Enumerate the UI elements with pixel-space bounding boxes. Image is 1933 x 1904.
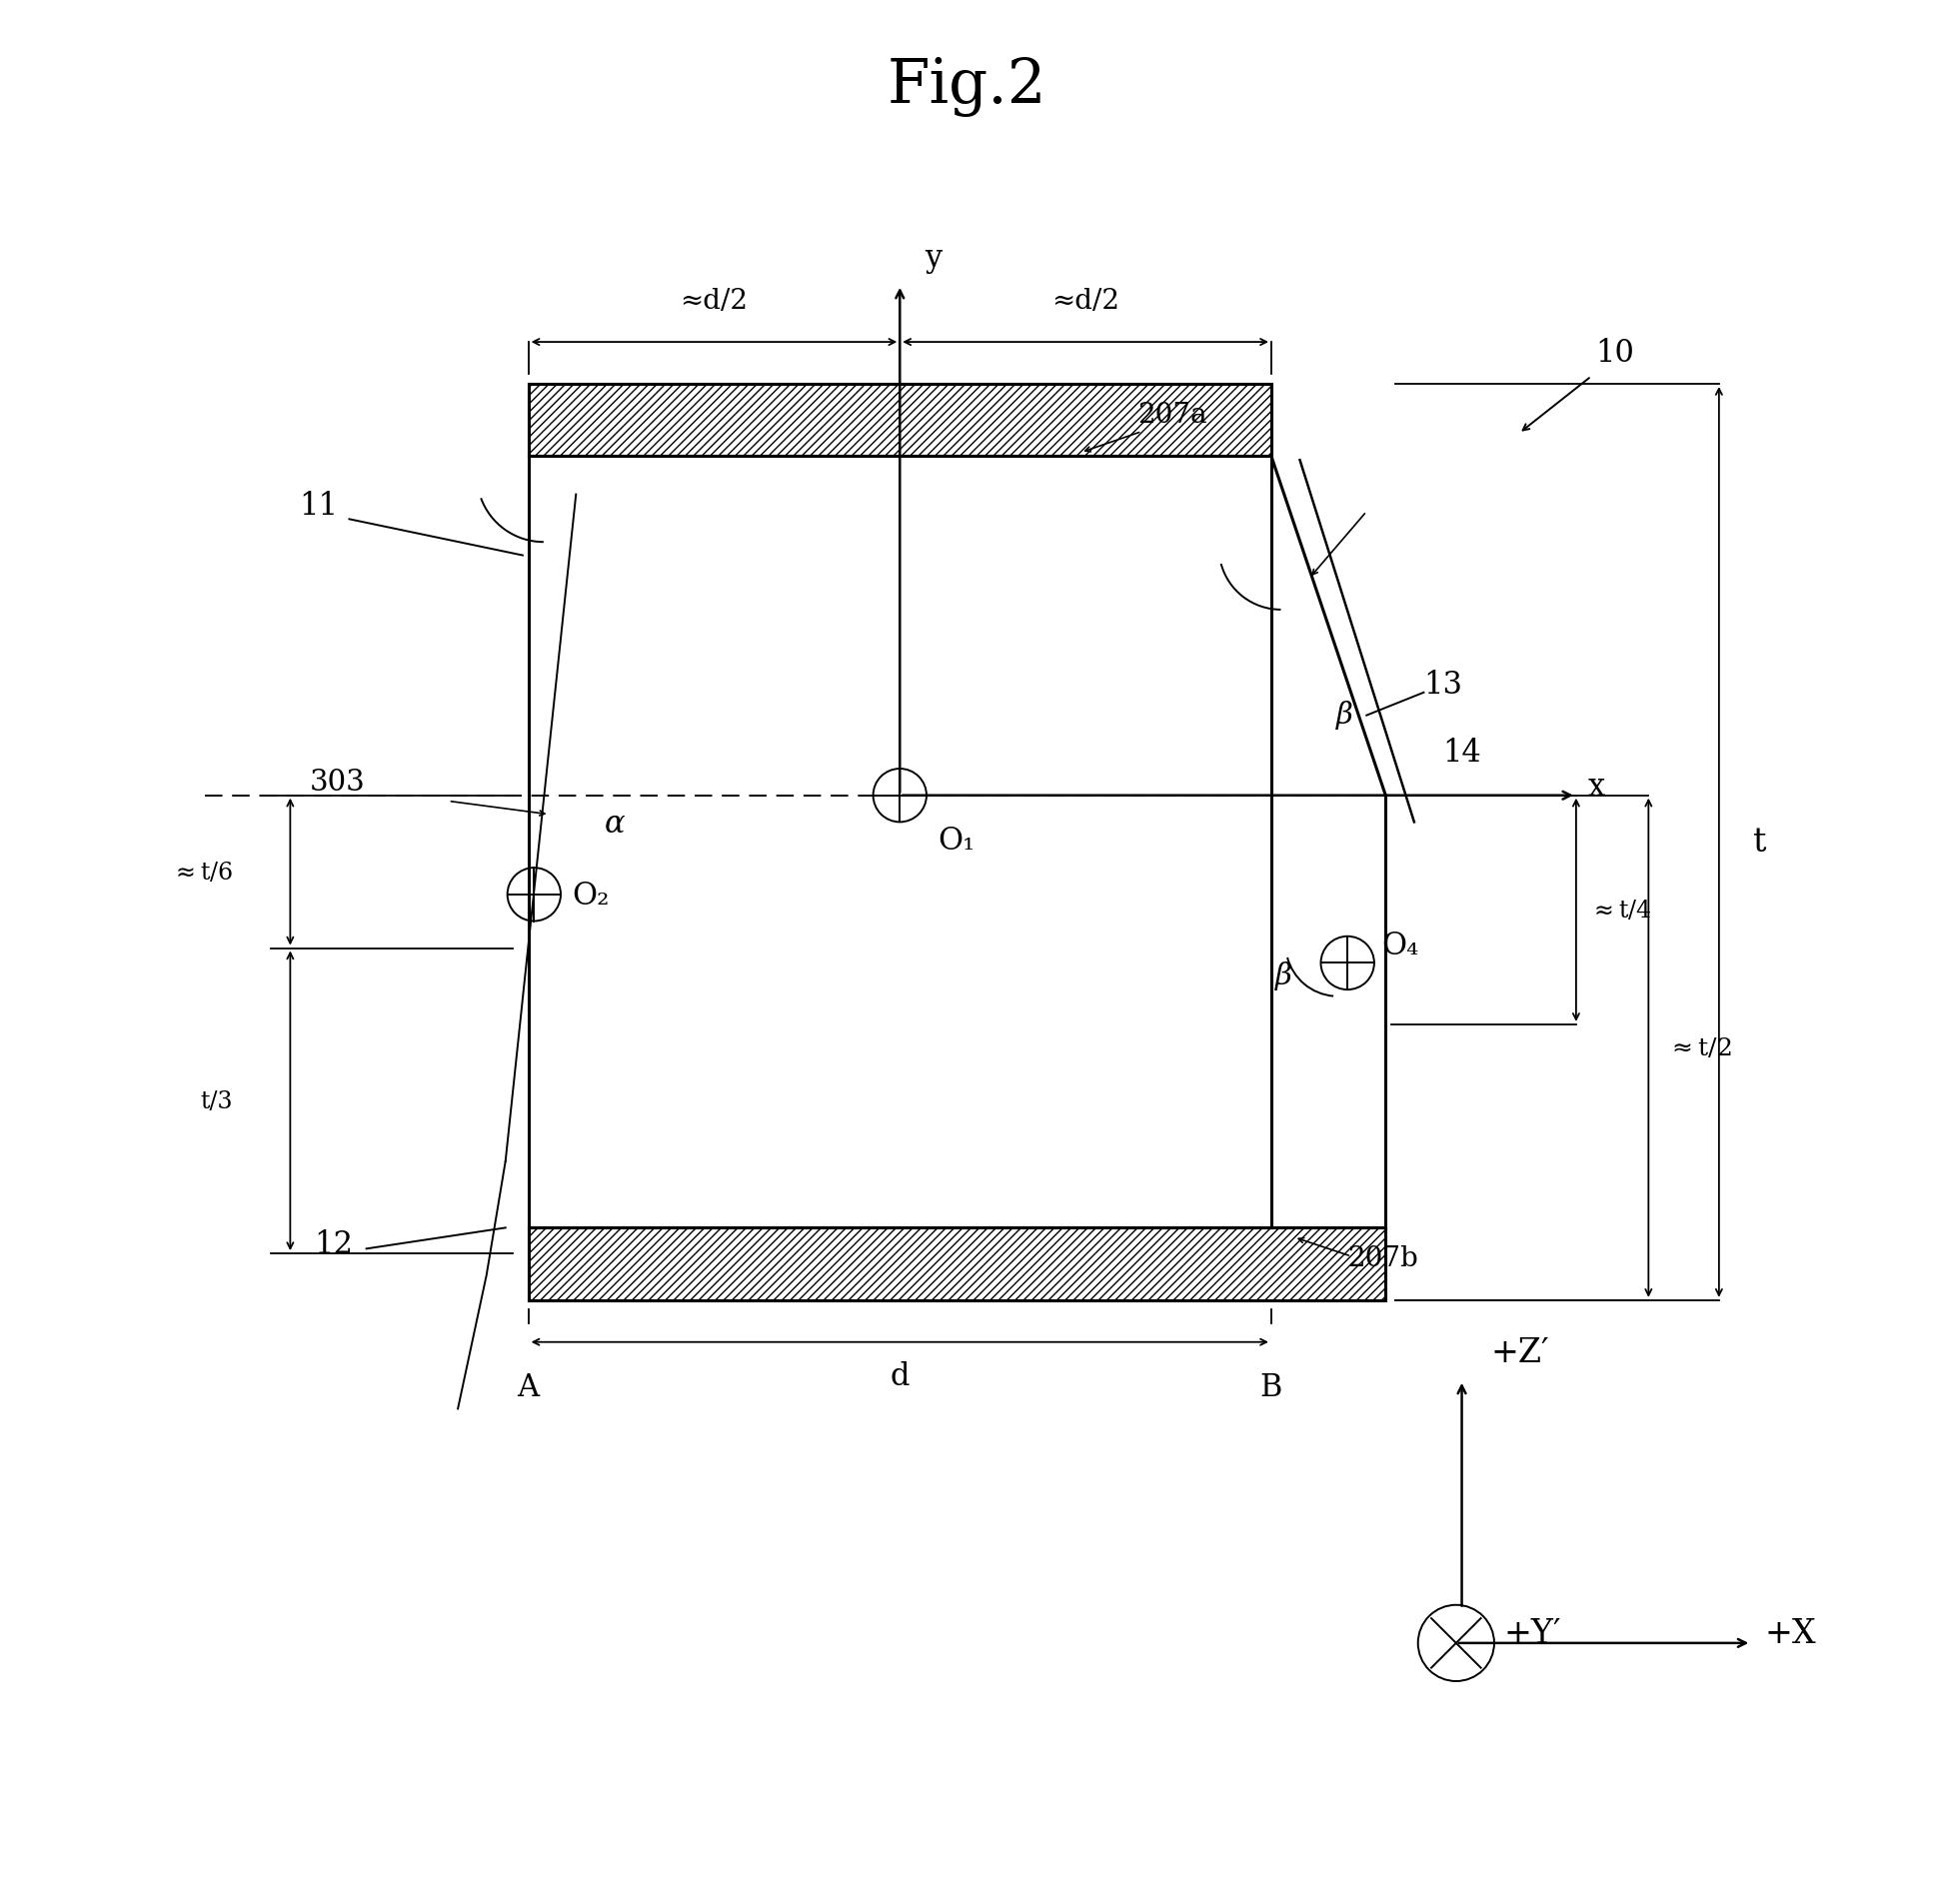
- Text: β: β: [1276, 962, 1291, 990]
- Text: ≈d/2: ≈d/2: [1052, 288, 1119, 314]
- Text: 14: 14: [1442, 737, 1481, 769]
- Text: 303: 303: [309, 767, 365, 796]
- Text: α: α: [605, 807, 624, 840]
- Text: Fig.2: Fig.2: [887, 57, 1046, 116]
- Text: y: y: [924, 244, 941, 274]
- Text: B: B: [1260, 1371, 1282, 1403]
- Text: +Y′: +Y′: [1504, 1618, 1562, 1649]
- Text: 207b: 207b: [1347, 1245, 1419, 1272]
- Text: d: d: [889, 1359, 910, 1392]
- Text: 13: 13: [1425, 668, 1463, 701]
- Text: +X: +X: [1765, 1618, 1817, 1649]
- Text: t: t: [1753, 826, 1767, 859]
- Text: 10: 10: [1595, 337, 1633, 369]
- Text: O₁: O₁: [938, 824, 976, 857]
- Text: x: x: [1587, 771, 1604, 802]
- Text: O₄: O₄: [1382, 929, 1419, 962]
- Text: 207a: 207a: [1139, 402, 1208, 428]
- Text: $\approx$t/2: $\approx$t/2: [1668, 1036, 1732, 1061]
- Text: O₂: O₂: [572, 880, 609, 912]
- Text: β: β: [1336, 701, 1353, 729]
- Text: ≈d/2: ≈d/2: [680, 288, 748, 314]
- Text: 12: 12: [313, 1228, 354, 1260]
- Text: $\approx$t/6: $\approx$t/6: [170, 861, 234, 883]
- Text: 11: 11: [300, 489, 338, 522]
- Text: A: A: [518, 1371, 539, 1403]
- Text: t/3: t/3: [201, 1089, 234, 1112]
- Text: $\approx$t/4: $\approx$t/4: [1589, 899, 1651, 922]
- Text: +Z′: +Z′: [1490, 1337, 1548, 1369]
